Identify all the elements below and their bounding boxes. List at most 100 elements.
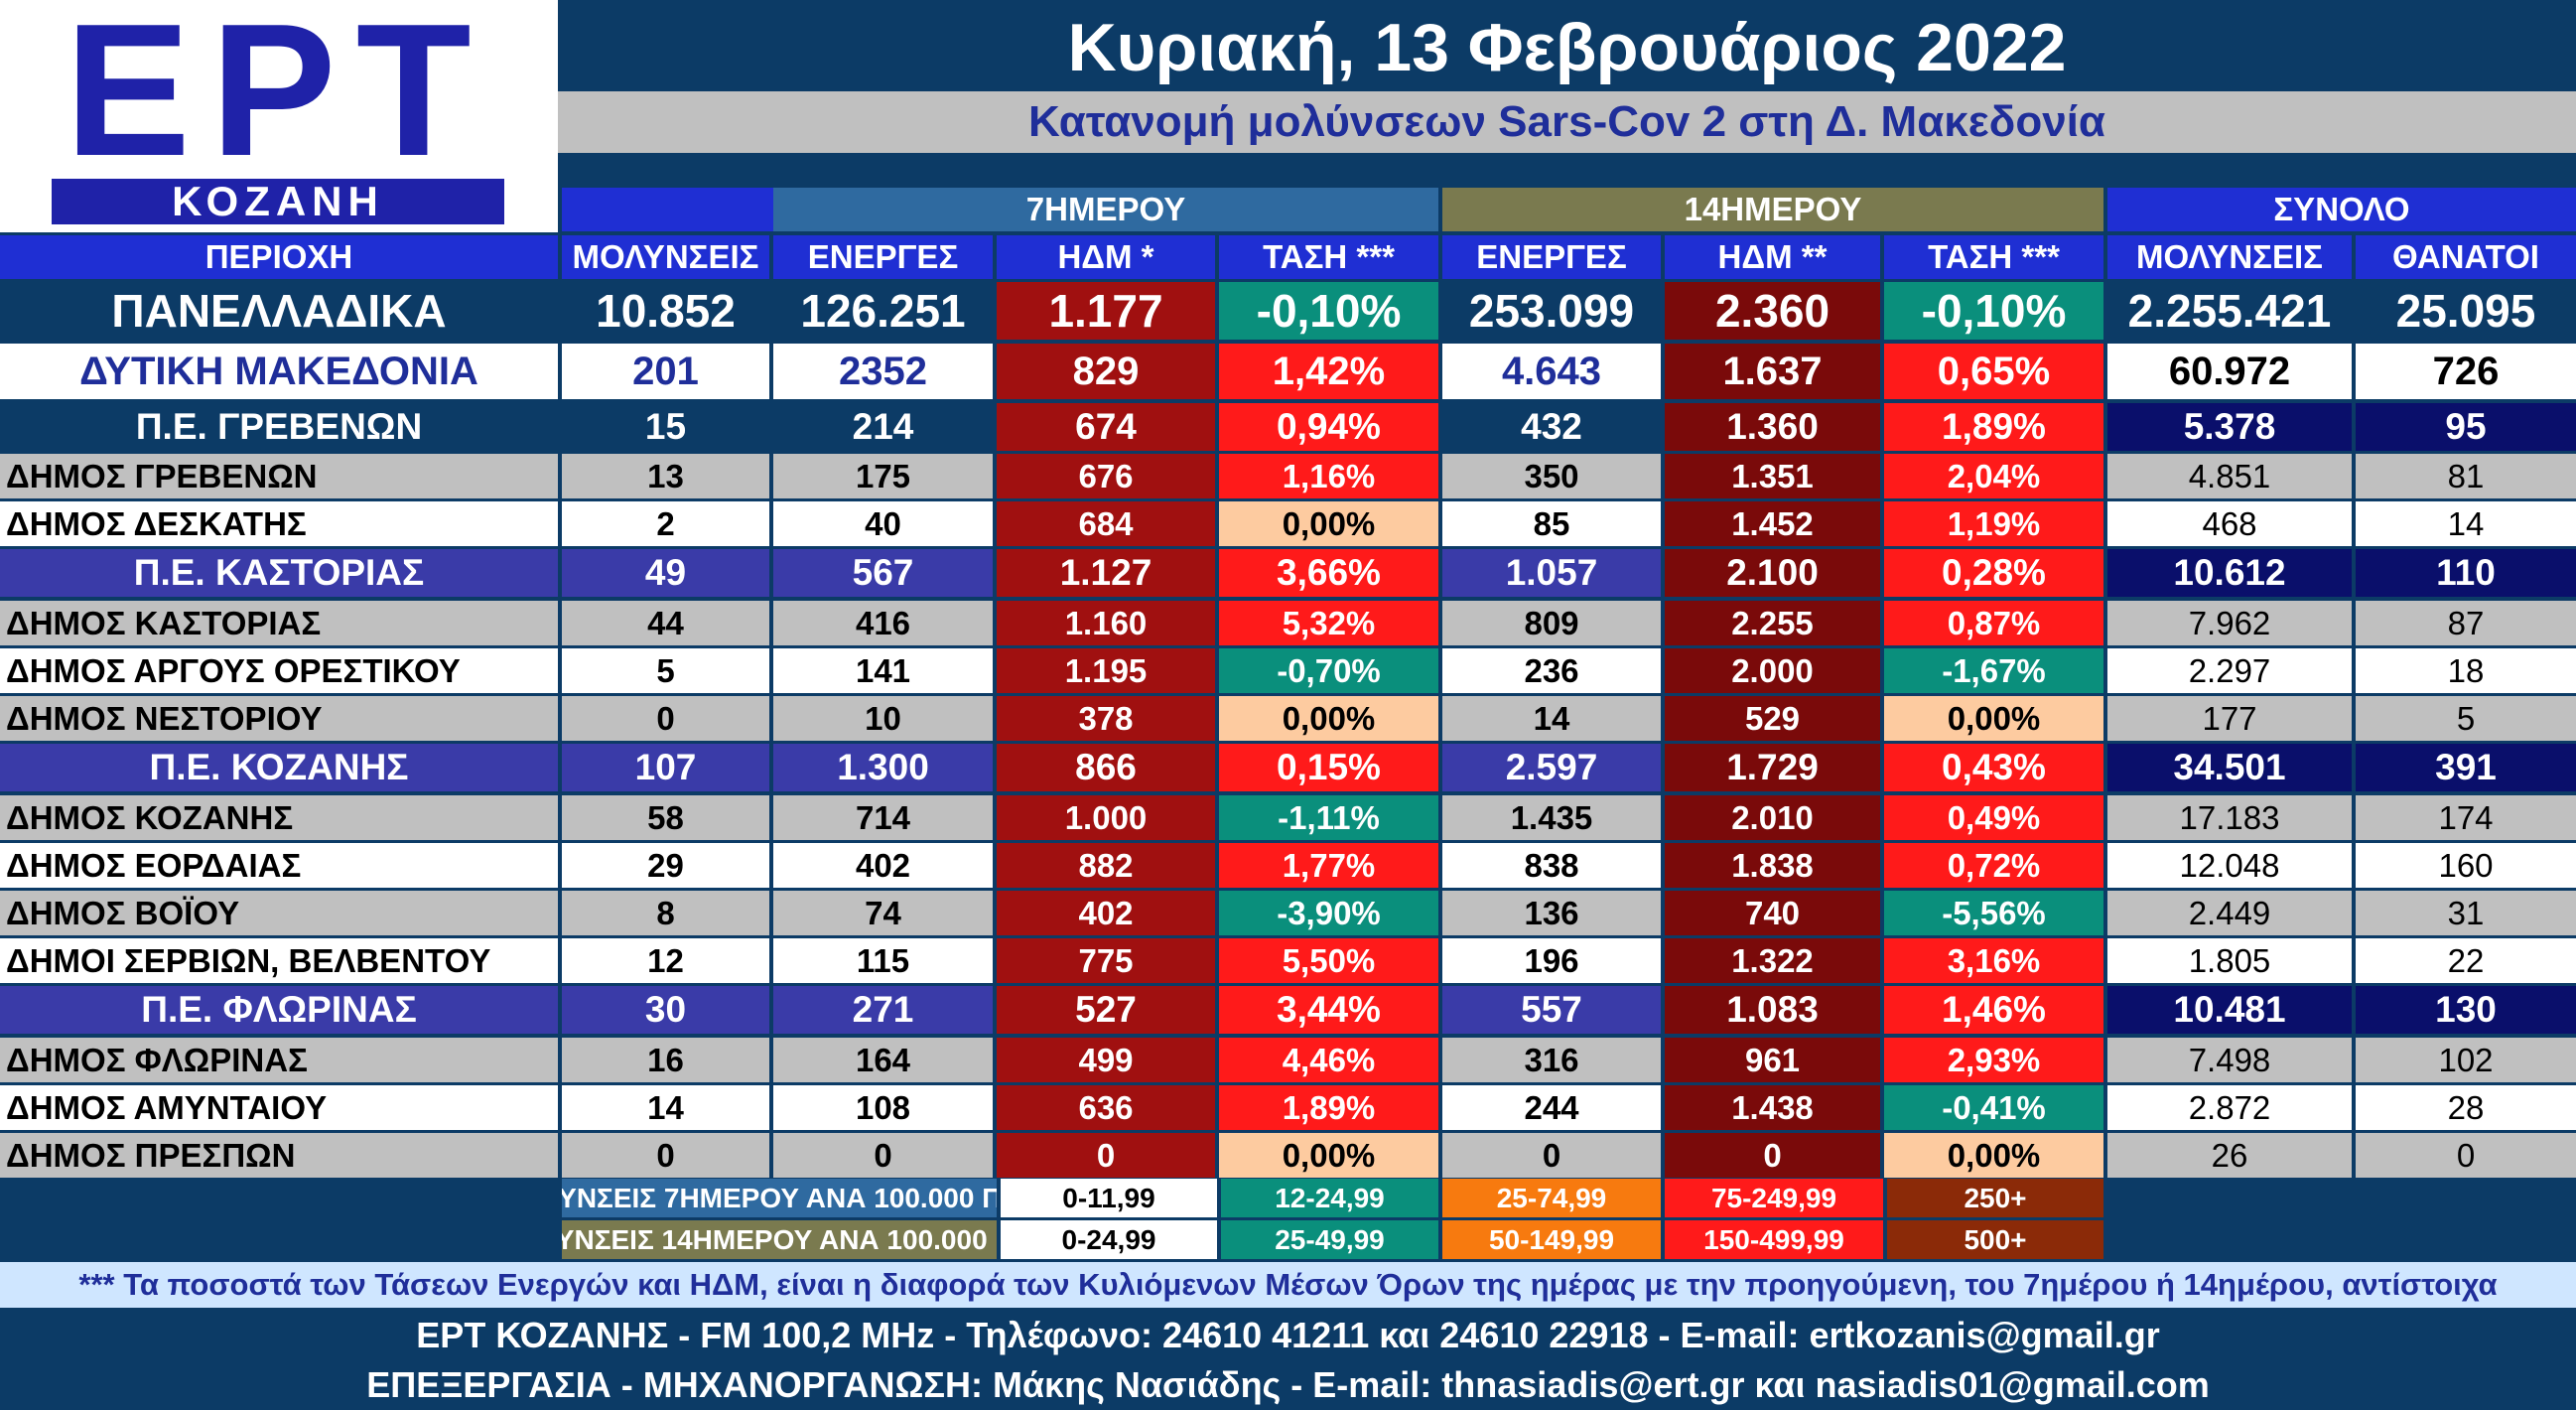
table-cell: 40 (773, 501, 993, 546)
table-cell: 391 (2356, 744, 2576, 791)
region-name: Π.Ε. ΦΛΩΡΙΝΑΣ (0, 986, 558, 1034)
table-cell: 402 (997, 891, 1215, 935)
table-cell: 0,28% (1884, 549, 2103, 597)
table-cell: 95 (2356, 403, 2576, 451)
table-cell: 1.637 (1665, 344, 1880, 399)
region-name: ΔΗΜΟΣ ΚΟΖΑΝΗΣ (0, 795, 558, 840)
table-cell: -1,67% (1884, 648, 2103, 693)
table-cell: 0,65% (1884, 344, 2103, 399)
table-cell: 0 (562, 1133, 769, 1178)
table-cell: 1,19% (1884, 501, 2103, 546)
table-cell: 10.852 (562, 282, 769, 340)
column-header: ΜΟΛΥΝΣΕΙΣ (2107, 235, 2352, 279)
table-cell: -0,10% (1884, 282, 2103, 340)
table-cell: 1.438 (1665, 1085, 1880, 1130)
table-cell: 1.360 (1665, 403, 1880, 451)
table-cell: 0 (562, 696, 769, 741)
table-cell: 432 (1442, 403, 1661, 451)
table-cell: 1,46% (1884, 986, 2103, 1034)
table-cell: 15 (562, 403, 769, 451)
table-cell: 108 (773, 1085, 993, 1130)
table-cell: 85 (1442, 501, 1661, 546)
region-name: ΔΗΜΟΣ ΑΜΥΝΤΑΙΟΥ (0, 1085, 558, 1130)
table-cell: -0,41% (1884, 1085, 2103, 1130)
table-cell: 684 (997, 501, 1215, 546)
table-cell: 714 (773, 795, 993, 840)
table-cell: 136 (1442, 891, 1661, 935)
table-cell: 1.838 (1665, 843, 1880, 888)
table-cell: 0,49% (1884, 795, 2103, 840)
table-cell: 87 (2356, 601, 2576, 645)
table-cell: 1.452 (1665, 501, 1880, 546)
table-cell: 10 (773, 696, 993, 741)
logo-ert-text: ΕΡΤ (65, 0, 491, 196)
table-cell: 1.057 (1442, 549, 1661, 597)
table-cell: 12 (562, 938, 769, 983)
table-cell: 13 (562, 454, 769, 498)
table-cell: 14 (562, 1085, 769, 1130)
region-name: ΔΗΜΟΣ ΠΡΕΣΠΩΝ (0, 1133, 558, 1178)
region-name: Π.Ε. ΓΡΕΒΕΝΩΝ (0, 403, 558, 451)
table-cell: 7.962 (2107, 601, 2352, 645)
table-cell: 26 (2107, 1133, 2352, 1178)
region-name: ΔΗΜΟΣ ΓΡΕΒΕΝΩΝ (0, 454, 558, 498)
column-header: ΤΑΣΗ *** (1884, 235, 2103, 279)
table-cell: 1.322 (1665, 938, 1880, 983)
table-cell: 0,15% (1219, 744, 1438, 791)
table-cell: 316 (1442, 1038, 1661, 1082)
table-cell: 1,42% (1219, 344, 1438, 399)
column-header: ΗΔΜ * (997, 235, 1215, 279)
table-cell: 81 (2356, 454, 2576, 498)
table-cell: 2.010 (1665, 795, 1880, 840)
table-cell: 214 (773, 403, 993, 451)
table-cell: 2,04% (1884, 454, 2103, 498)
region-name: Π.Ε. ΚΟΖΑΝΗΣ (0, 744, 558, 791)
table-cell: 8 (562, 891, 769, 935)
column-header: ΕΝΕΡΓΕΣ (1442, 235, 1661, 279)
table-cell: 350 (1442, 454, 1661, 498)
region-name: ΔΗΜΟΣ ΑΡΓΟΥΣ ΟΡΕΣΤΙΚΟΥ (0, 648, 558, 693)
column-header: ΗΔΜ ** (1665, 235, 1880, 279)
table-cell: 126.251 (773, 282, 993, 340)
region-name: ΔΗΜΟΣ ΚΑΣΤΟΡΙΑΣ (0, 601, 558, 645)
table-cell: 2,93% (1884, 1038, 2103, 1082)
table-cell: 175 (773, 454, 993, 498)
table-cell: 0 (1442, 1133, 1661, 1178)
table-cell: 2.100 (1665, 549, 1880, 597)
table-cell: 726 (2356, 344, 2576, 399)
region-name: ΔΗΜΟΣ ΒΟΪΟΥ (0, 891, 558, 935)
ert-logo: ΕΡΤ ΚΟΖΑΝΗ (0, 0, 558, 232)
region-name: ΔΗΜΟΣ ΝΕΣΤΟΡΙΟΥ (0, 696, 558, 741)
table-cell: 0,00% (1219, 1133, 1438, 1178)
table-cell: 44 (562, 601, 769, 645)
table-cell: 2 (562, 501, 769, 546)
table-cell: 30 (562, 986, 769, 1034)
table-cell: 1,77% (1219, 843, 1438, 888)
table-cell: 236 (1442, 648, 1661, 693)
table-cell: 4.851 (2107, 454, 2352, 498)
table-cell: 468 (2107, 501, 2352, 546)
table-cell: 10.481 (2107, 986, 2352, 1034)
column-header: ΕΝΕΡΓΕΣ (773, 235, 993, 279)
table-cell: 1.195 (997, 648, 1215, 693)
table-cell: 4.643 (1442, 344, 1661, 399)
table-cell: 1.300 (773, 744, 993, 791)
table-cell: 676 (997, 454, 1215, 498)
table-cell: -0,70% (1219, 648, 1438, 693)
table-cell: 0,00% (1884, 1133, 2103, 1178)
table-cell: 14 (2356, 501, 2576, 546)
region-name: ΔΗΜΟΙ ΣΕΡΒΙΩΝ, ΒΕΛΒΕΝΤΟΥ (0, 938, 558, 983)
table-cell: 829 (997, 344, 1215, 399)
table-cell: 2.449 (2107, 891, 2352, 935)
group-header-total: ΣΥΝΟΛΟ (2107, 188, 2576, 231)
footnote: *** Τα ποσοστά των Τάσεων Ενεργών και ΗΔ… (0, 1262, 2576, 1308)
table-cell: 28 (2356, 1085, 2576, 1130)
table-cell: 107 (562, 744, 769, 791)
table-cell: 22 (2356, 938, 2576, 983)
table-cell: 0,94% (1219, 403, 1438, 451)
table-cell: 7.498 (2107, 1038, 2352, 1082)
table-cell: 3,16% (1884, 938, 2103, 983)
table-cell: 102 (2356, 1038, 2576, 1082)
table-cell: 110 (2356, 549, 2576, 597)
table-cell: 1.805 (2107, 938, 2352, 983)
